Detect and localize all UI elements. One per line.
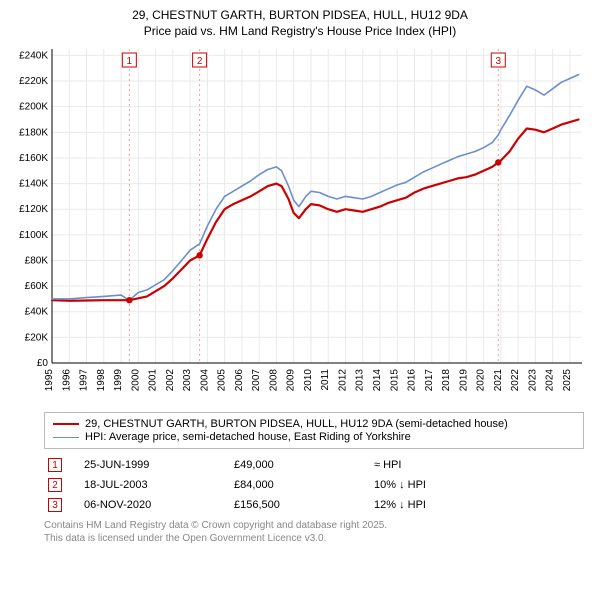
- svg-text:2006: 2006: [234, 369, 245, 392]
- sale-row: 2 18-JUL-2003£84,00010% ↓ HPI: [44, 475, 584, 495]
- svg-text:2: 2: [197, 56, 203, 67]
- svg-text:2010: 2010: [303, 369, 314, 392]
- chart-title: 29, CHESTNUT GARTH, BURTON PIDSEA, HULL,…: [10, 8, 590, 39]
- legend-label: 29, CHESTNUT GARTH, BURTON PIDSEA, HULL,…: [85, 418, 508, 430]
- legend-swatch: [53, 437, 79, 438]
- svg-text:2005: 2005: [217, 369, 228, 392]
- svg-text:2013: 2013: [355, 369, 366, 392]
- svg-text:2023: 2023: [527, 369, 538, 392]
- sale-row: 1 25-JUN-1999£49,000≈ HPI: [44, 455, 584, 475]
- svg-text:£240K: £240K: [19, 51, 48, 62]
- sale-marker-icon: 2: [48, 478, 62, 492]
- sale-marker-icon: 3: [48, 498, 62, 512]
- sale-price: £49,000: [230, 455, 370, 475]
- svg-text:2021: 2021: [493, 369, 504, 392]
- svg-text:£180K: £180K: [19, 127, 48, 138]
- svg-text:£40K: £40K: [25, 307, 49, 318]
- footer-line-1: Contains HM Land Registry data © Crown c…: [44, 519, 584, 532]
- svg-text:2008: 2008: [268, 369, 279, 392]
- price-chart: £0 £20K £40K £60K £80K £100K £120K £140K £160K £1…: [10, 43, 590, 406]
- svg-text:2017: 2017: [424, 369, 435, 392]
- svg-text:2009: 2009: [286, 369, 297, 392]
- svg-text:2025: 2025: [562, 369, 573, 392]
- svg-text:£20K: £20K: [25, 333, 49, 344]
- legend-item: HPI: Average price, semi-detached house,…: [53, 431, 575, 443]
- attribution-footer: Contains HM Land Registry data © Crown c…: [44, 519, 584, 545]
- svg-text:2015: 2015: [389, 369, 400, 392]
- footer-line-2: This data is licensed under the Open Gov…: [44, 532, 584, 545]
- svg-text:2018: 2018: [441, 369, 452, 392]
- svg-text:£80K: £80K: [25, 256, 49, 267]
- svg-text:1998: 1998: [96, 369, 107, 392]
- svg-text:2022: 2022: [510, 369, 521, 392]
- svg-text:2014: 2014: [372, 369, 383, 392]
- sale-marker-icon: 1: [48, 458, 62, 472]
- svg-text:2004: 2004: [199, 369, 210, 392]
- sale-delta: 10% ↓ HPI: [370, 475, 584, 495]
- sale-date: 18-JUL-2003: [80, 475, 230, 495]
- svg-text:£160K: £160K: [19, 153, 48, 164]
- svg-text:2011: 2011: [320, 369, 331, 391]
- svg-text:2000: 2000: [130, 369, 141, 392]
- svg-text:1996: 1996: [61, 369, 72, 392]
- sales-table: 1 25-JUN-1999£49,000≈ HPI 2 18-JUL-2003£84,…: [44, 455, 584, 515]
- svg-text:2001: 2001: [148, 369, 159, 392]
- svg-text:2016: 2016: [407, 369, 418, 392]
- svg-text:1: 1: [127, 56, 133, 67]
- sale-row: 3 06-NOV-2020£156,50012% ↓ HPI: [44, 495, 584, 515]
- svg-text:£0: £0: [37, 358, 49, 369]
- svg-text:£220K: £220K: [19, 76, 48, 87]
- legend: 29, CHESTNUT GARTH, BURTON PIDSEA, HULL,…: [44, 412, 584, 449]
- svg-text:2024: 2024: [545, 369, 556, 392]
- svg-text:2019: 2019: [458, 369, 469, 392]
- svg-text:1997: 1997: [79, 369, 90, 392]
- svg-text:£100K: £100K: [19, 230, 48, 241]
- svg-text:1999: 1999: [113, 369, 124, 392]
- svg-text:£200K: £200K: [19, 102, 48, 113]
- svg-text:£120K: £120K: [19, 204, 48, 215]
- svg-text:£140K: £140K: [19, 179, 48, 190]
- sale-date: 06-NOV-2020: [80, 495, 230, 515]
- legend-item: 29, CHESTNUT GARTH, BURTON PIDSEA, HULL,…: [53, 418, 575, 430]
- legend-swatch: [53, 423, 79, 425]
- svg-text:2020: 2020: [476, 369, 487, 392]
- sale-delta: ≈ HPI: [370, 455, 584, 475]
- svg-text:£60K: £60K: [25, 281, 49, 292]
- svg-text:3: 3: [495, 56, 501, 67]
- svg-text:1995: 1995: [44, 369, 55, 392]
- title-line-1: 29, CHESTNUT GARTH, BURTON PIDSEA, HULL,…: [10, 8, 590, 24]
- svg-text:2003: 2003: [182, 369, 193, 392]
- svg-text:2007: 2007: [251, 369, 262, 392]
- legend-label: HPI: Average price, semi-detached house,…: [85, 431, 411, 443]
- svg-text:2012: 2012: [337, 369, 348, 392]
- sale-price: £84,000: [230, 475, 370, 495]
- sale-price: £156,500: [230, 495, 370, 515]
- svg-text:2002: 2002: [165, 369, 176, 392]
- sale-delta: 12% ↓ HPI: [370, 495, 584, 515]
- title-line-2: Price paid vs. HM Land Registry's House …: [10, 24, 590, 40]
- sale-date: 25-JUN-1999: [80, 455, 230, 475]
